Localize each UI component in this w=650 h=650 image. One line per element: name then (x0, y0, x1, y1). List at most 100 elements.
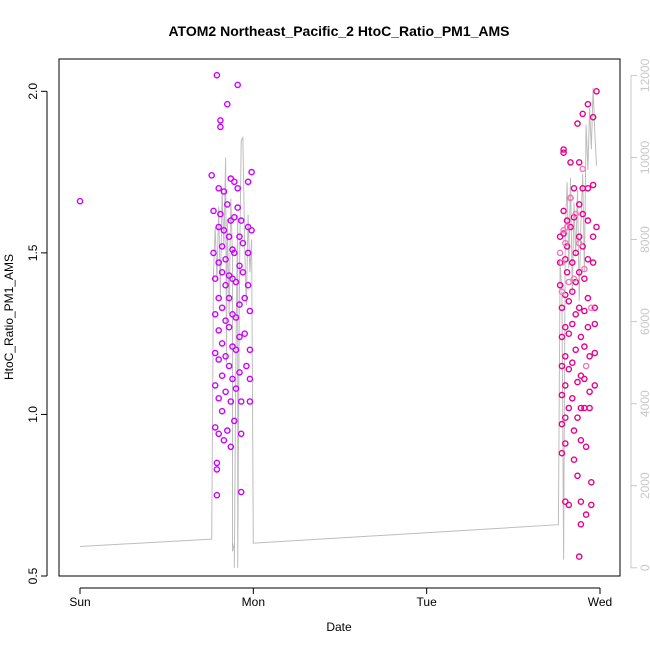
data-point (589, 113, 597, 121)
data-point (246, 375, 254, 383)
data-point (574, 378, 581, 386)
data-point (562, 440, 569, 447)
data-point (76, 197, 84, 205)
data-point (591, 304, 599, 312)
data-point (581, 307, 588, 315)
data-point (563, 223, 571, 231)
data-point (581, 404, 588, 412)
data-point (562, 255, 569, 263)
data-point (232, 385, 240, 392)
data-point (211, 382, 219, 389)
y2-tick-label: 6000 (638, 308, 650, 335)
data-point (574, 472, 581, 480)
data-point (236, 301, 243, 308)
data-point (581, 343, 588, 350)
data-point (232, 314, 240, 321)
data-point (220, 188, 228, 195)
data-point (237, 398, 245, 405)
data-point (572, 310, 580, 318)
data-point (227, 443, 235, 451)
y-tick-label: 1.5 (26, 244, 40, 261)
data-point (218, 372, 226, 380)
data-point (236, 262, 243, 270)
data-point (575, 239, 583, 247)
data-point (237, 217, 245, 224)
data-point (562, 239, 569, 247)
data-point (562, 352, 569, 360)
data-point (558, 304, 566, 312)
data-point (572, 278, 580, 286)
data-point (589, 233, 597, 240)
data-point (244, 249, 252, 257)
x-tick-label: Tue (417, 595, 438, 609)
data-point (567, 159, 574, 166)
data-point (220, 226, 228, 234)
data-point (213, 459, 221, 467)
data-point (565, 297, 573, 305)
data-point (229, 343, 236, 350)
y2-axis: 0 2000 4000 6000 8000 10000 12000 (630, 58, 650, 571)
data-point (581, 265, 588, 273)
data-point (562, 382, 569, 389)
data-point (215, 394, 222, 402)
data-point (232, 278, 240, 286)
data-point (215, 184, 222, 192)
data-point (225, 233, 233, 240)
data-point (232, 346, 240, 354)
data-point (563, 268, 571, 276)
data-point (210, 207, 217, 215)
data-point (220, 436, 228, 444)
data-point (223, 201, 231, 208)
data-point (570, 427, 578, 434)
data-point (575, 159, 583, 166)
data-point (570, 213, 578, 221)
data-point (577, 372, 585, 380)
data-point (560, 230, 567, 237)
data-point (223, 100, 231, 108)
data-point (570, 275, 578, 283)
data-point (577, 498, 585, 506)
data-point (565, 404, 573, 412)
y-axis-label: HtoC_Ratio_PM1_AMS (2, 254, 16, 380)
data-point (218, 407, 226, 415)
data-point (593, 88, 600, 95)
data-point (558, 362, 566, 370)
data-point (570, 456, 578, 464)
data-point (579, 210, 587, 218)
data-point (210, 249, 217, 257)
data-point (572, 249, 580, 257)
data-point (582, 443, 590, 451)
data-point (588, 304, 595, 312)
data-point (584, 184, 592, 192)
x-tick-label: Wed (588, 595, 612, 609)
data-point (246, 398, 254, 405)
data-point (591, 382, 599, 389)
data-point (584, 294, 592, 302)
data-point (215, 294, 222, 302)
data-point (572, 210, 580, 218)
data-point (229, 275, 236, 283)
data-point (217, 117, 224, 124)
data-point (588, 478, 595, 486)
y2-tick-label: 12000 (638, 58, 650, 92)
y-tick-label: 1.0 (26, 406, 40, 423)
data-point (241, 330, 248, 338)
data-point (246, 346, 254, 354)
y2-tick-label: 0 (638, 564, 650, 571)
data-point (556, 249, 564, 257)
data-point (239, 268, 247, 276)
data-point (225, 323, 233, 331)
data-point (591, 320, 599, 328)
y-axis: 0.5 1.0 1.5 2.0 (26, 83, 48, 584)
data-point (584, 255, 592, 263)
data-point (211, 275, 219, 283)
data-point (581, 275, 588, 283)
data-point (215, 223, 222, 231)
data-point (213, 466, 221, 473)
data-point (575, 233, 583, 240)
data-point (215, 327, 222, 334)
data-point (223, 427, 231, 434)
data-point (241, 294, 248, 302)
data-point (575, 304, 583, 312)
